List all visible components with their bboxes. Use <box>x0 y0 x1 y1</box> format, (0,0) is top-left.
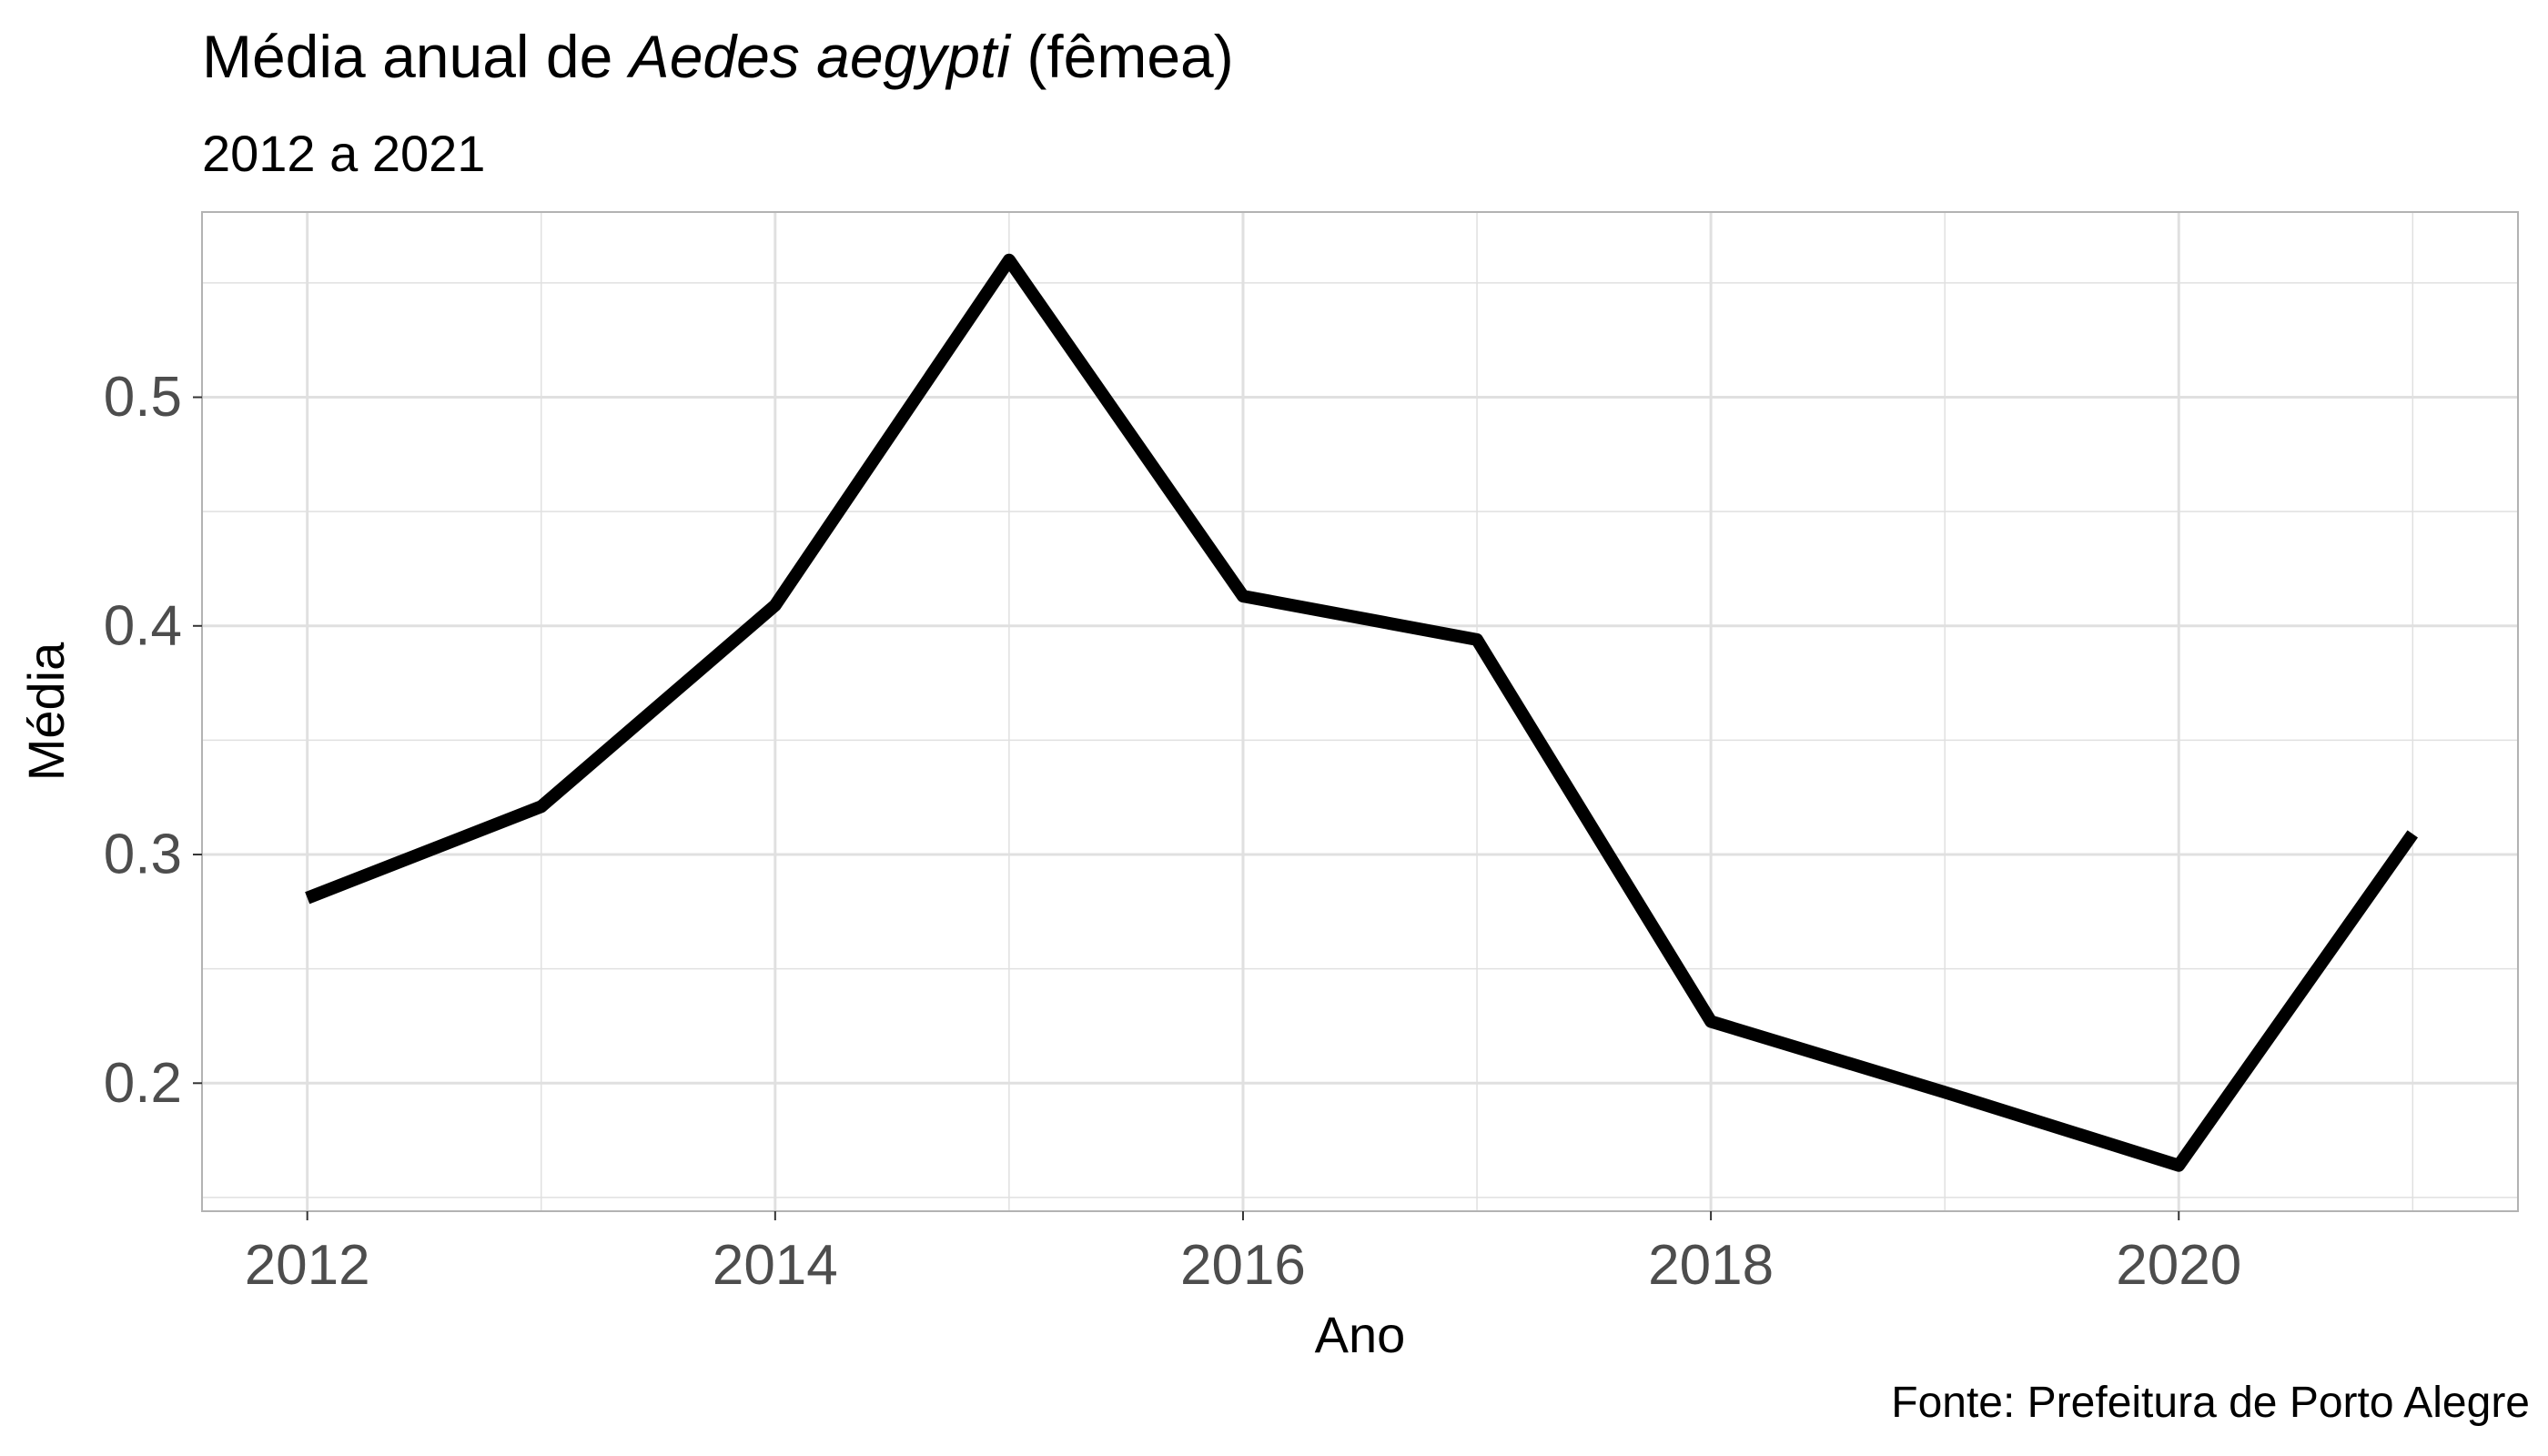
y-tick-label: 0.4 <box>104 594 182 657</box>
x-tick-label: 2014 <box>713 1234 838 1297</box>
chart-title-suffix: (fêmea) <box>1009 23 1234 90</box>
series-line <box>305 253 2419 1172</box>
x-axis-title: Ano <box>1315 1306 1406 1363</box>
x-axis-ticks: 2012 2014 2016 2018 2020 <box>245 1211 2241 1297</box>
source-caption: Fonte: Prefeitura de Porto Alegre <box>1891 1379 2530 1427</box>
chart-title: Média anual de Aedes aegypti (fêmea) <box>202 20 1234 93</box>
y-tick-label: 0.3 <box>104 824 182 886</box>
x-tick-label: 2020 <box>2116 1234 2241 1297</box>
chart-subtitle: 2012 a 2021 <box>202 125 486 182</box>
major-gridlines <box>202 212 2518 1211</box>
chart-title-prefix: Média anual de <box>202 23 630 90</box>
chart-title-species: Aedes aegypti <box>629 23 1010 90</box>
panel-border <box>201 211 2519 1212</box>
x-tick-label: 2018 <box>1648 1234 1774 1297</box>
y-tick-label: 0.5 <box>104 366 182 429</box>
y-axis-title: Média <box>17 642 75 781</box>
y-tick-label: 0.2 <box>104 1052 182 1115</box>
x-tick-label: 2016 <box>1180 1234 1306 1297</box>
minor-gridlines <box>202 212 2518 1211</box>
x-tick-label: 2012 <box>245 1234 370 1297</box>
data-series <box>305 253 2419 1172</box>
y-axis-ticks: 0.2 0.3 0.4 0.5 <box>104 366 202 1115</box>
